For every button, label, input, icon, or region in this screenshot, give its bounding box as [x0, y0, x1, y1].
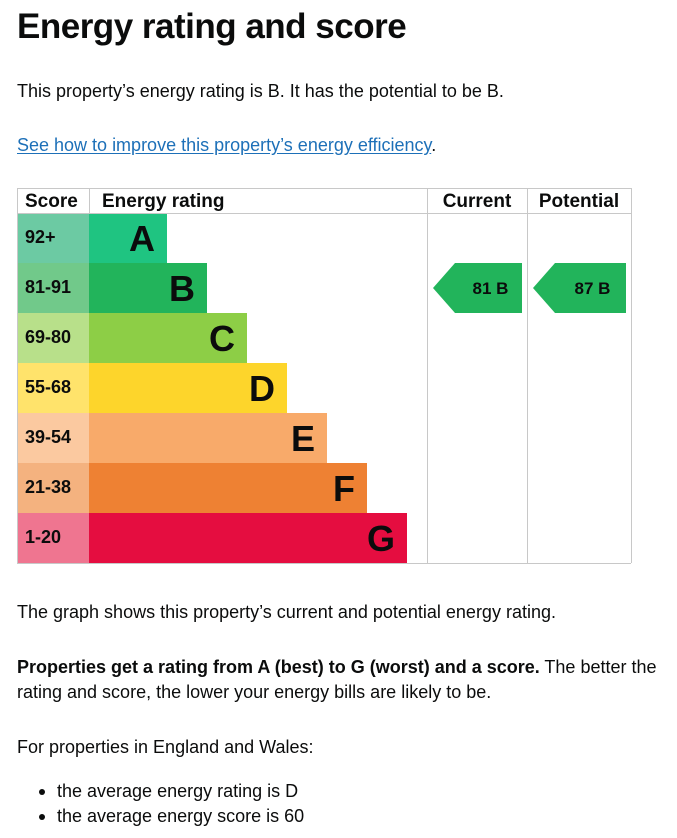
graph-note: The graph shows this property’s current …	[17, 602, 556, 622]
header-current: Current	[443, 191, 512, 212]
header-energy-rating: Energy rating	[102, 191, 224, 212]
regional-intro: For properties in England and Wales:	[17, 737, 314, 757]
band-bar-b	[89, 263, 207, 313]
band-bar-g	[89, 513, 407, 563]
rating-summary: This property’s energy rating is B. It h…	[17, 81, 504, 101]
current-rating-label: 81 B	[473, 279, 509, 298]
header-potential: Potential	[539, 191, 619, 212]
score-cell-b	[17, 263, 89, 313]
score-range-e: 39-54	[25, 427, 71, 447]
score-cell-e	[17, 413, 89, 463]
energy-rating-chart: Score Energy rating Current Potential 92+ A 81…	[17, 188, 632, 564]
rating-explanation-bold: Properties get a rating from A (best) to…	[17, 657, 540, 677]
score-range-g: 1-20	[25, 527, 61, 547]
band-letter-c: C	[209, 318, 235, 359]
band-bar-a	[89, 213, 167, 263]
list-item: the average energy score is 60	[17, 804, 304, 829]
band-bar-c	[89, 313, 247, 363]
band-letter-g: G	[367, 518, 395, 559]
band-letter-b: B	[169, 268, 195, 309]
list-item: the average energy rating is D	[17, 779, 304, 804]
improve-efficiency-link[interactable]: See how to improve this property’s energ…	[17, 135, 432, 155]
page-title: Energy rating and score	[17, 7, 407, 46]
rating-explanation: Properties get a rating from A (best) to…	[17, 655, 657, 705]
score-cell-f	[17, 463, 89, 513]
current-rating-arrow	[433, 263, 522, 313]
averages-list: the average energy rating is D the avera…	[17, 779, 304, 829]
score-cell-a	[17, 213, 89, 263]
score-range-a: 92+	[25, 227, 56, 247]
band-bar-d	[89, 363, 287, 413]
score-cell-c	[17, 313, 89, 363]
band-letter-e: E	[291, 418, 315, 459]
band-letter-f: F	[333, 468, 355, 509]
band-bar-f	[89, 463, 367, 513]
potential-rating-label: 87 B	[575, 279, 611, 298]
rating-explanation-rest: The better the rating and score, the low…	[17, 657, 657, 702]
band-bar-e	[89, 413, 327, 463]
link-suffix: .	[431, 135, 437, 155]
score-cell-g	[17, 513, 89, 563]
band-letter-d: D	[249, 368, 275, 409]
score-cell-d	[17, 363, 89, 413]
band-letter-a: A	[129, 218, 155, 259]
score-range-c: 69-80	[25, 327, 71, 347]
header-score: Score	[25, 191, 78, 212]
improve-link-line: See how to improve this property’s energ…	[17, 133, 436, 158]
score-range-f: 21-38	[25, 477, 71, 497]
potential-rating-arrow	[533, 263, 626, 313]
score-range-d: 55-68	[25, 377, 71, 397]
score-range-b: 81-91	[25, 277, 71, 297]
